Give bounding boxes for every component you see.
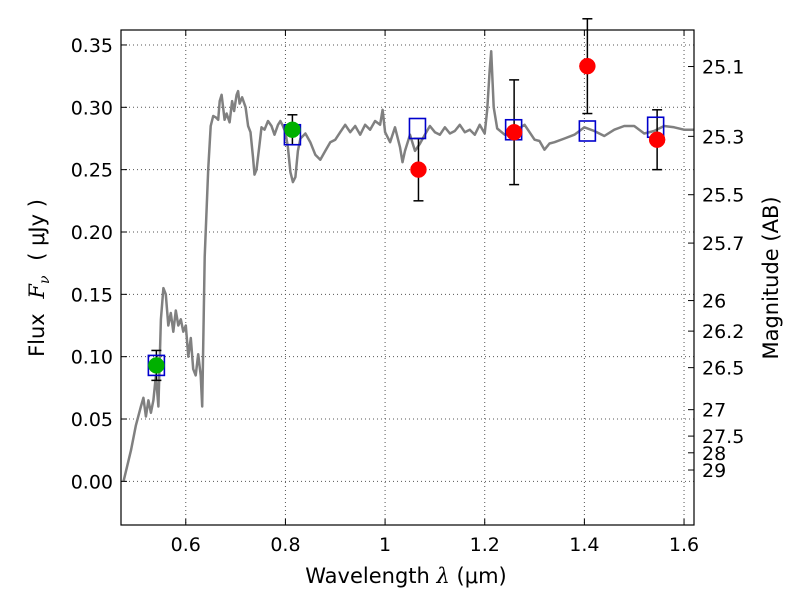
- mag-tick-label: 27.5: [702, 426, 744, 448]
- y-tick-label: 0.10: [71, 347, 113, 369]
- mag-tick-label: 25.5: [702, 185, 744, 207]
- x-axis-label: Wavelength λ (μm): [305, 564, 506, 588]
- red-data-point: [410, 161, 427, 178]
- mag-tick-label: 26.2: [702, 321, 744, 343]
- x-tick-label: 0.6: [171, 534, 201, 556]
- mag-tick-label: 25.1: [702, 57, 744, 79]
- mag-tick-label: 25.3: [702, 126, 744, 148]
- green-data-point: [284, 121, 301, 138]
- y2-axis-label: Magnitude (AB): [759, 196, 783, 359]
- y-tick-label: 0.25: [71, 160, 113, 182]
- green-data-point: [148, 357, 165, 374]
- x-tick-label: 0.8: [270, 534, 300, 556]
- mag-tick-label: 28: [702, 443, 726, 465]
- grid: [121, 30, 694, 525]
- y-tick-label: 0.05: [71, 409, 113, 431]
- y-tick-label: 0.30: [71, 97, 113, 119]
- axes: 0.6 0.8 1 1.2 1.4 1.6 0.00 0.05 0.10 0.15 0.20 0.25…: [71, 30, 744, 556]
- mag-tick-label: 27: [702, 400, 726, 422]
- plot-frame: [120, 29, 695, 526]
- red-data-point: [505, 123, 523, 141]
- y-tick-label: 0.15: [71, 284, 113, 306]
- red-data-point: [648, 131, 666, 148]
- y-tick-label: 0.20: [71, 222, 113, 244]
- x-tick-label: 1: [379, 534, 391, 556]
- y-tick-label: 0.35: [71, 35, 113, 57]
- mag-tick-label: 29: [702, 460, 726, 482]
- mag-tick-label: 26: [702, 291, 726, 313]
- model-square-point: [578, 120, 597, 142]
- template-spectrum-line: [122, 49, 694, 482]
- model-square-point: [408, 117, 427, 140]
- plot-area: [122, 18, 694, 482]
- x-tick-label: 1.2: [470, 534, 500, 556]
- y-axis-label: Flux Fν ( μJy ): [25, 199, 54, 357]
- red-data-point: [579, 57, 596, 75]
- y-tick-label: 0.00: [71, 471, 113, 493]
- x-tick-label: 1.4: [569, 534, 599, 556]
- x-tick-label: 1.6: [669, 534, 699, 556]
- mag-tick-label: 25.7: [702, 233, 744, 255]
- mag-tick-label: 26.5: [702, 358, 744, 380]
